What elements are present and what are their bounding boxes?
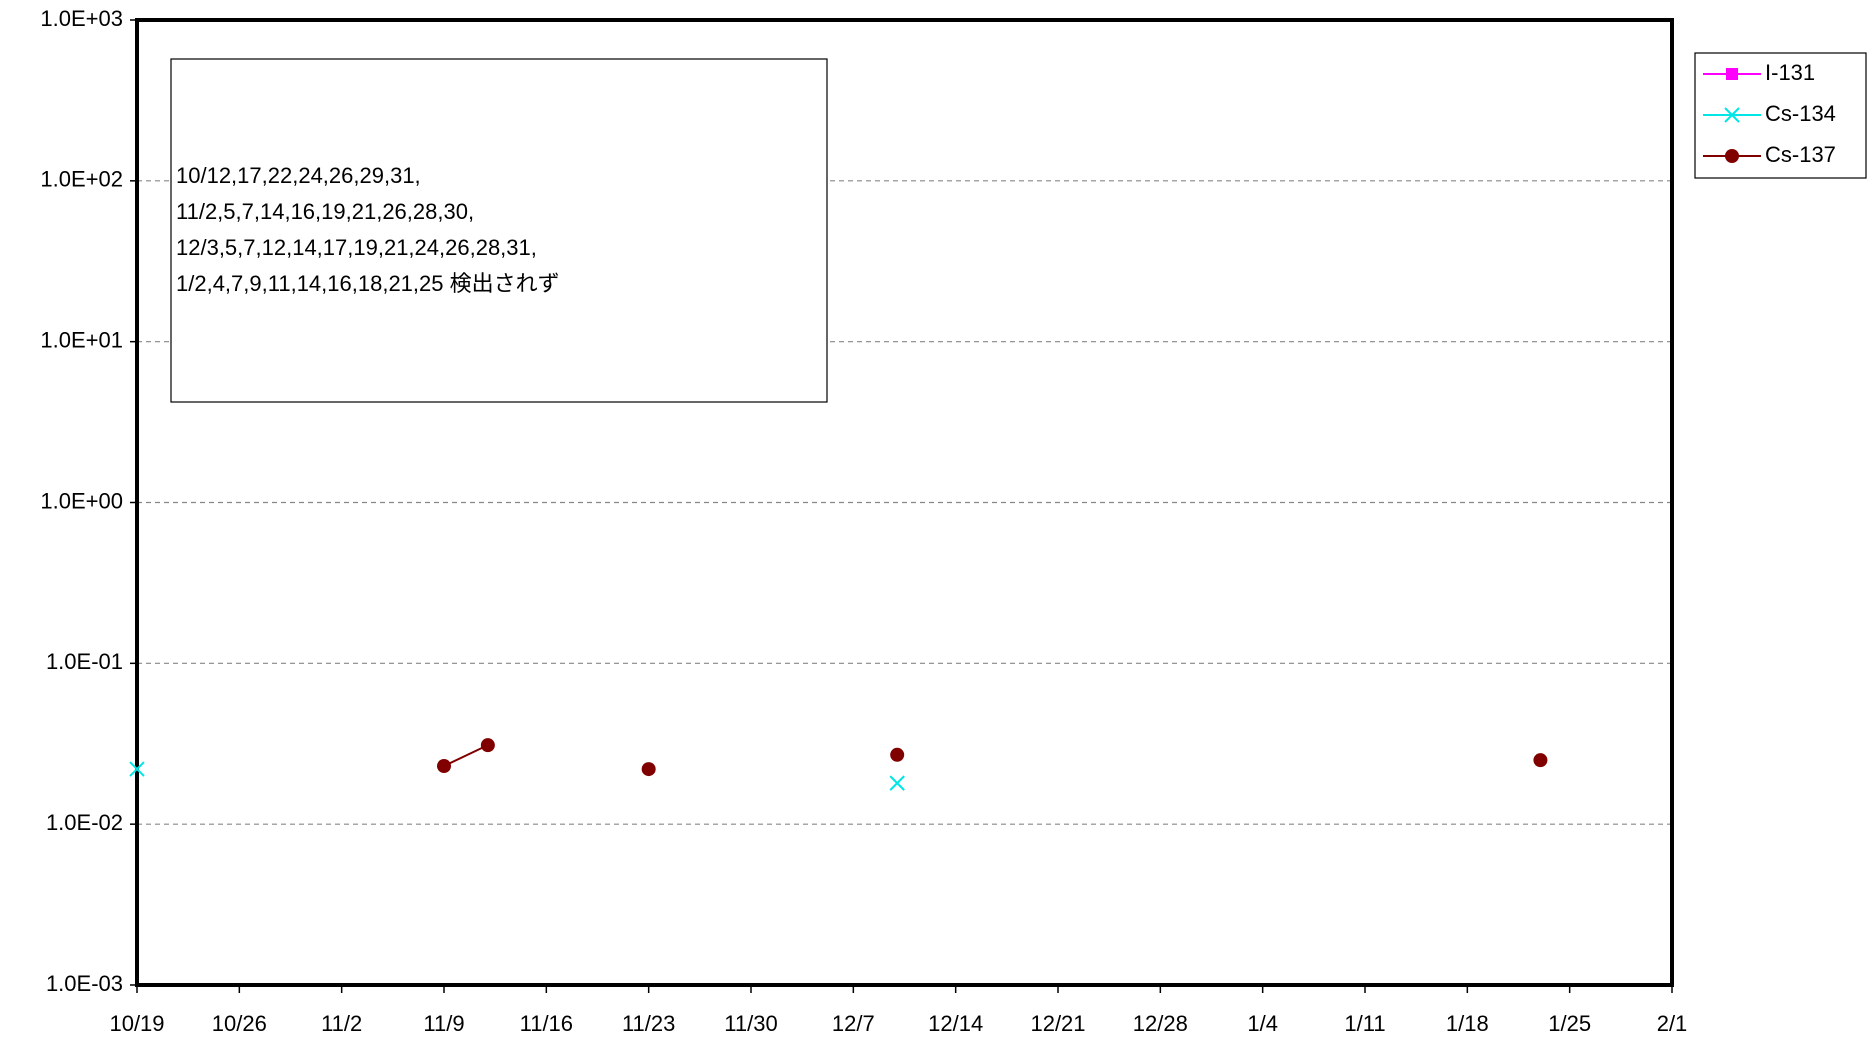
y-tick-label: 1.0E-01 [46, 649, 123, 674]
plot-frame [135, 18, 1674, 987]
legend-label: I-131 [1765, 60, 1815, 85]
x-tick-label: 1/4 [1247, 1011, 1278, 1036]
x-tick-label: 1/18 [1446, 1011, 1489, 1036]
marker [1533, 753, 1548, 768]
y-tick-label: 1.0E+03 [40, 6, 123, 31]
marker [890, 747, 905, 762]
x-tick-label: 11/16 [520, 1011, 573, 1036]
x-tick-label: 12/7 [832, 1011, 875, 1036]
y-tick-label: 1.0E+01 [40, 327, 123, 352]
x-tick-label: 12/14 [928, 1011, 983, 1036]
annotation-line: 10/12,17,22,24,26,29,31, [176, 163, 421, 188]
y-tick-label: 1.0E-03 [46, 971, 123, 996]
x-tick-label: 12/28 [1133, 1011, 1188, 1036]
marker [1724, 107, 1740, 123]
x-tick-label: 12/21 [1030, 1011, 1085, 1036]
marker [1725, 149, 1739, 163]
x-tick-label: 1/11 [1344, 1011, 1385, 1036]
x-tick-label: 10/26 [212, 1011, 267, 1036]
marker [1726, 68, 1738, 80]
annotation-line: 11/2,5,7,14,16,19,21,26,28,30, [176, 199, 474, 224]
legend-label: Cs-134 [1765, 101, 1836, 126]
y-tick-label: 1.0E+02 [40, 167, 123, 192]
series-line [444, 745, 1540, 766]
x-tick-label: 2/1 [1657, 1011, 1688, 1036]
marker [437, 758, 451, 773]
annotation-line: 12/3,5,7,12,14,17,19,21,24,26,28,31, [176, 235, 537, 260]
marker [641, 762, 656, 777]
marker [480, 738, 495, 753]
marker [889, 775, 905, 791]
annotation-box [170, 58, 828, 403]
x-tick-label: 11/2 [321, 1011, 362, 1036]
marker [129, 761, 145, 777]
y-tick-label: 1.0E-02 [46, 810, 123, 835]
y-tick-label: 1.0E+00 [40, 488, 123, 513]
x-tick-label: 10/19 [109, 1011, 164, 1036]
x-tick-label: 11/30 [724, 1011, 777, 1036]
x-tick-label: 11/9 [423, 1011, 464, 1036]
x-tick-label: 11/23 [622, 1011, 675, 1036]
annotation-line: 1/2,4,7,9,11,14,16,18,21,25 検出されず [176, 271, 560, 296]
x-tick-label: 1/25 [1548, 1011, 1591, 1036]
legend-label: Cs-137 [1765, 142, 1836, 167]
